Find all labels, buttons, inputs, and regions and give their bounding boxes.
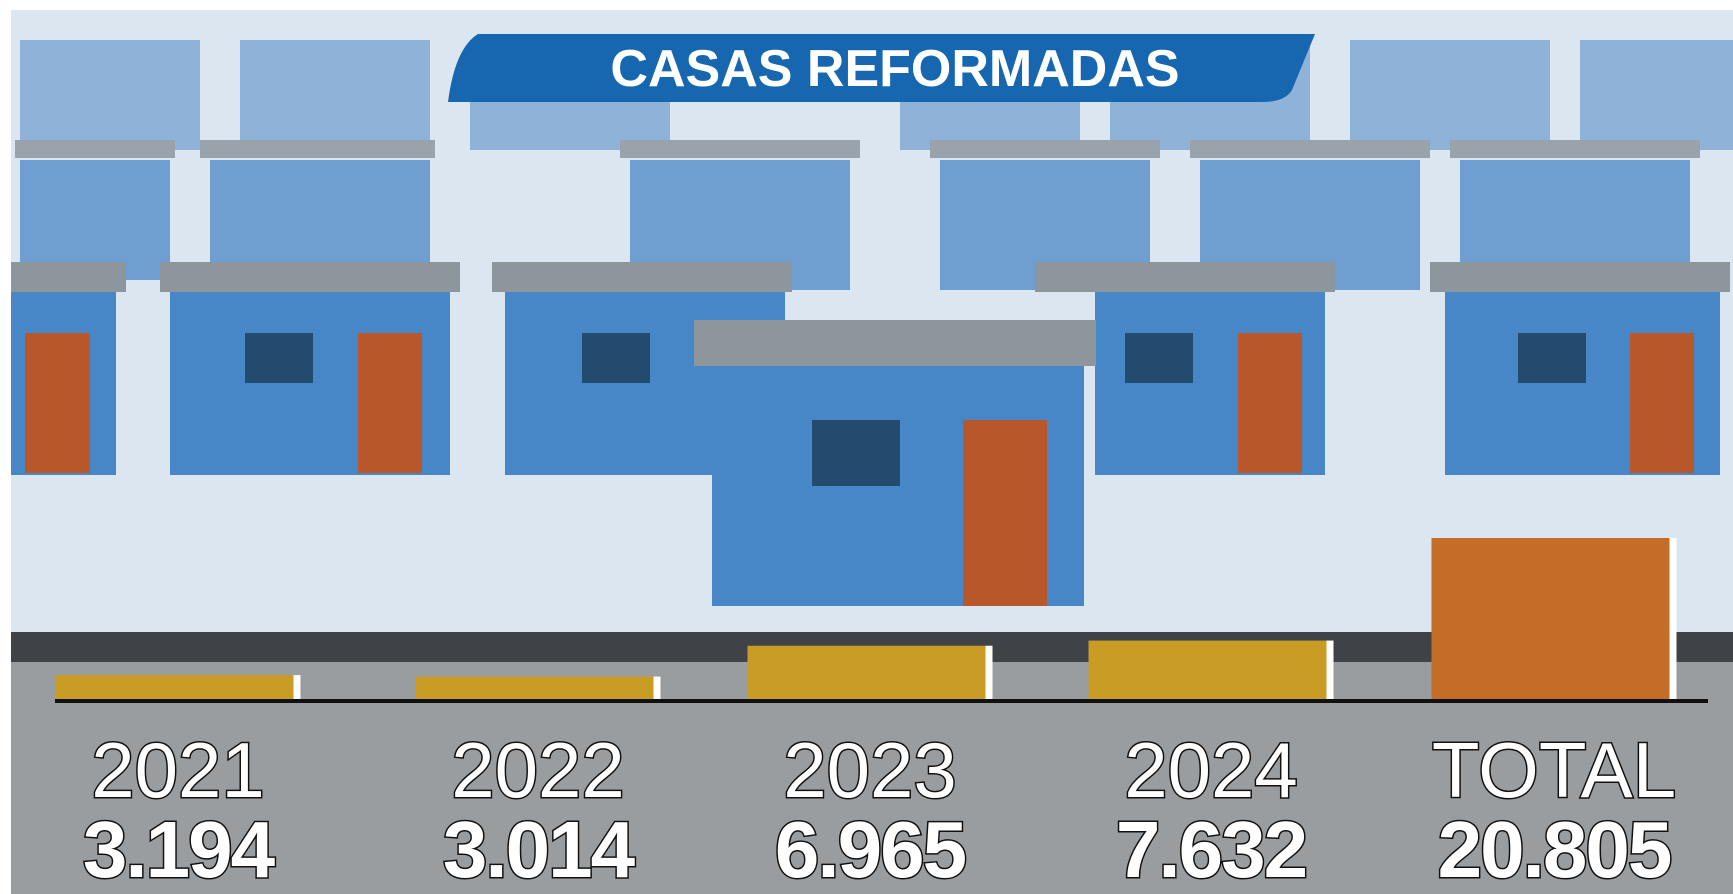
x-tick-label: TOTAL [1432, 726, 1676, 814]
bar-highlight [986, 646, 993, 700]
value-label: 3.014 [443, 805, 636, 894]
bar-highlight [1327, 641, 1334, 700]
title-banner: CASAS REFORMADAS [448, 34, 1315, 102]
value-label: 6.965 [775, 805, 966, 894]
x-tick-label: 2023 [783, 726, 957, 814]
value-label: 3.194 [83, 805, 276, 894]
chart-title: CASAS REFORMADAS [610, 40, 1179, 98]
bar [1432, 538, 1677, 700]
bar [748, 646, 993, 700]
bar-highlight [654, 677, 661, 700]
x-tick-label: 2021 [91, 726, 265, 814]
bar-highlight [294, 675, 301, 700]
bar [1089, 641, 1334, 700]
bar [416, 677, 661, 700]
value-label: 7.632 [1116, 805, 1306, 894]
x-tick-label: 2022 [451, 726, 625, 814]
bar [56, 675, 301, 700]
x-tick-label: 2024 [1124, 726, 1298, 814]
page: {"chart_data": {"type": "bar", "title": … [0, 0, 1733, 894]
chart: CASAS REFORMADAS 20213.194 20223.014 20236… [0, 0, 1733, 894]
bar-highlight [1670, 538, 1677, 700]
value-label: 20.805 [1438, 805, 1671, 894]
